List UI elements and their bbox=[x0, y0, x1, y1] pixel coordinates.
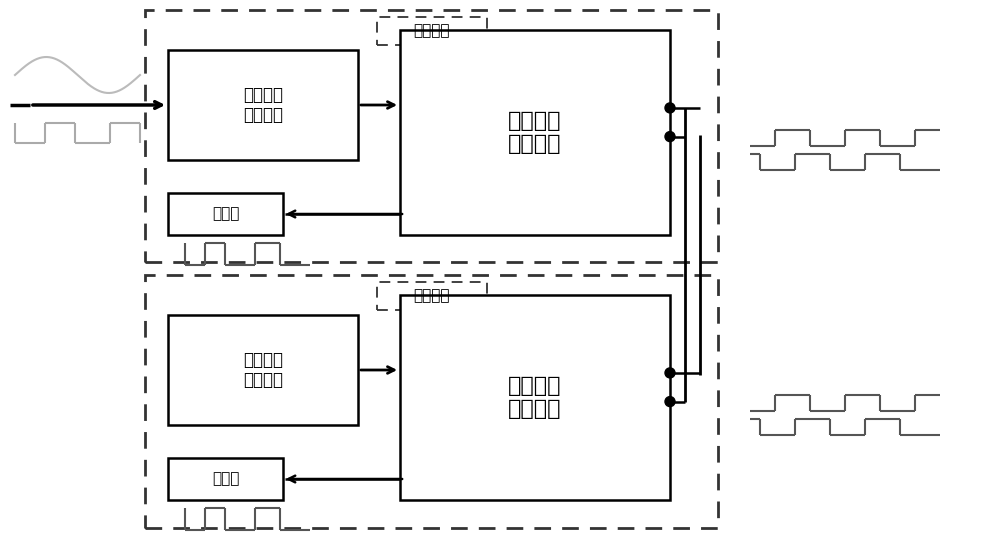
Text: 单片机: 单片机 bbox=[212, 206, 239, 221]
Bar bbox=[168, 50, 358, 160]
Text: 从控制器: 从控制器 bbox=[413, 288, 450, 303]
Bar bbox=[168, 458, 283, 500]
Circle shape bbox=[665, 368, 675, 378]
Bar bbox=[145, 275, 718, 528]
Bar bbox=[400, 295, 670, 500]
Circle shape bbox=[665, 396, 675, 407]
Bar bbox=[145, 10, 718, 262]
Text: 差分信号
转换电路: 差分信号 转换电路 bbox=[508, 376, 562, 419]
Bar bbox=[168, 315, 358, 425]
Text: 正时信号
处理电路: 正时信号 处理电路 bbox=[243, 350, 283, 389]
Bar bbox=[400, 30, 670, 235]
Text: 主控制器: 主控制器 bbox=[413, 24, 450, 38]
Text: 差分信号
转换电路: 差分信号 转换电路 bbox=[508, 111, 562, 154]
Bar bbox=[168, 193, 283, 235]
Text: 单片机: 单片机 bbox=[212, 471, 239, 487]
Bar bbox=[376, 17, 486, 45]
Text: 正时信号
处理电路: 正时信号 处理电路 bbox=[243, 86, 283, 124]
Bar bbox=[376, 282, 486, 310]
Circle shape bbox=[665, 132, 675, 141]
Circle shape bbox=[665, 103, 675, 113]
